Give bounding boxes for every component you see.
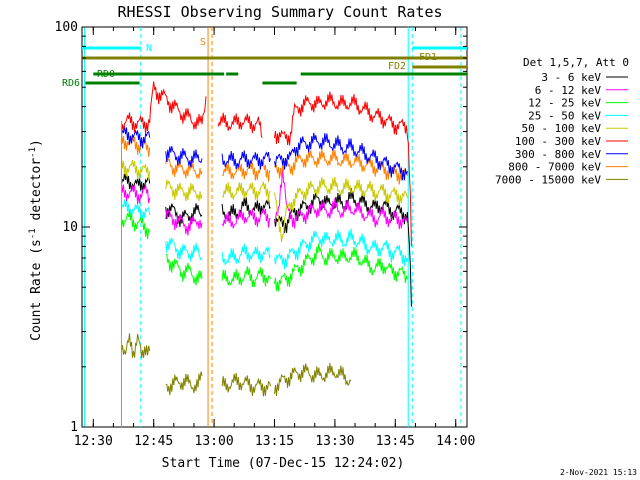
series-line-1-2 [221,207,271,229]
y-axis-label-sup1: -1 [28,228,38,239]
x-axis-label: Start Time (07-Dec-15 12:24:02) [162,456,405,471]
series-line-4-3 [274,176,408,243]
series-line-7-3 [274,148,408,185]
x-tick-label-1: 12:45 [134,434,173,449]
series-line-3-3 [274,228,408,270]
legend-label-0: 3 - 6 keV [541,71,601,84]
rd6-label: RD6 [62,78,80,89]
x-tick-label-4: 13:30 [315,434,354,449]
series-line-6-1 [165,146,203,168]
x-tick-label-2: 13:00 [195,434,234,449]
series-line-6-2 [221,150,271,170]
series-line-0-0 [121,172,151,194]
night-label: N [146,43,152,54]
series-line-6-0 [121,126,151,149]
legend-label-5: 100 - 300 keV [515,135,601,148]
series-line-3-1 [165,237,203,262]
y-axis-label-mid: detector [29,158,44,229]
x-axis-ticks: 12:30 12:45 13:00 13:15 13:30 13:45 14:00 [74,27,475,449]
series-line-5-1 [217,112,263,138]
series-line-2-2 [221,266,271,288]
series-line-6-3 [274,132,408,181]
y-axis-label-sup2: -1 [28,147,38,158]
legend-label-7: 800 - 7000 keV [508,161,601,174]
y-axis-label-end: ) [29,139,44,147]
series-line-8-1 [165,371,203,396]
series-line-7-1 [165,155,203,180]
saa-label: S [200,37,206,48]
rd0-label: RD0 [97,69,115,80]
flag-bars [82,27,467,427]
series-line-1-0 [121,182,151,204]
legend-title: Det 1,5,7, Att 0 [523,56,629,69]
series-line-3-2 [221,243,271,266]
series-line-7-2 [221,161,271,182]
legend-label-4: 50 - 100 keV [522,122,602,135]
series-line-3-0 [121,199,151,222]
series-line-2-1 [165,253,203,286]
series-line-1-3 [274,166,408,230]
legend-label-6: 300 - 800 keV [515,148,601,161]
x-tick-label-3: 13:15 [255,434,294,449]
chart-title: RHESSI Observing Summary Count Rates [117,3,442,21]
fd2-label: FD2 [388,61,406,72]
series-line-2-0 [121,210,151,240]
fd1-label: FD1 [419,52,437,63]
series-line-8-3 [274,362,352,396]
series-line-4-2 [221,181,271,202]
legend-label-8: 7000 - 15000 keV [495,173,601,186]
x-tick-label-5: 13:45 [376,434,415,449]
series-line-5-0 [121,81,207,134]
series-line-4-1 [165,179,203,202]
series-line-2-3 [274,243,408,292]
y-axis-ticks: 1 10 100 [55,20,467,435]
y-axis-label: Count Rate (s-1 detector-1) [28,139,44,341]
series-line-8-2 [221,373,271,397]
footer-timestamp: 2-Nov-2021 15:13 [560,468,637,477]
series-line-5-2 [274,91,412,247]
legend-label-2: 12 - 25 keV [528,97,601,110]
x-tick-label-6: 14:00 [436,434,475,449]
plot-frame [81,26,468,428]
series-line-4-0 [121,157,151,180]
y-tick-label-2: 100 [55,20,78,35]
x-tick-label-0: 12:30 [74,434,113,449]
legend-label-3: 25 - 50 keV [528,109,601,122]
series-line-0-1 [165,203,203,228]
series-line-8-0 [121,333,151,359]
y-axis-label-main: Count Rate (s [29,239,44,341]
y-tick-label-0: 1 [70,420,78,435]
plot-border [81,26,468,428]
legend-label-1: 6 - 12 keV [535,84,602,97]
series-group [120,81,412,427]
y-tick-label-1: 10 [62,220,78,235]
series-line-1-1 [165,209,203,236]
